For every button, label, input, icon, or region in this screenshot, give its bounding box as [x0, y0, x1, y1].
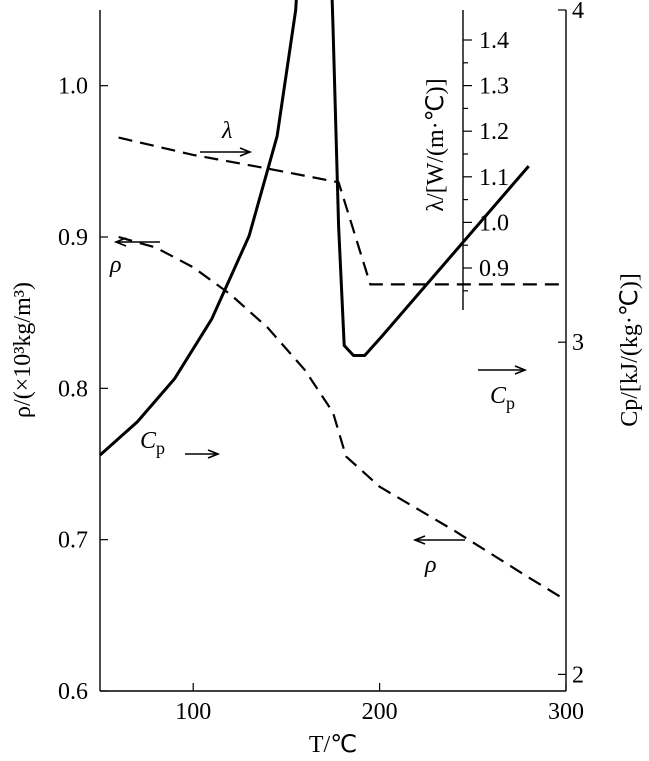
lambda-tick-label: 0.9	[479, 256, 509, 282]
rho-tick-label: 1.0	[58, 74, 88, 100]
annotation-4: ρ	[412, 535, 465, 578]
annotation-label: ρ	[424, 552, 437, 578]
annotations: λ ρ Cp Cp ρ	[109, 118, 528, 578]
rho-axis-label: ρ/(×10³kg/m³)	[10, 282, 36, 418]
rho-tick-label: 0.7	[58, 528, 88, 554]
rho-tick-label: 0.6	[58, 679, 88, 705]
annotation-arrowhead	[207, 449, 221, 459]
annotation-arrowhead	[239, 147, 253, 157]
annotation-label: Cp	[140, 428, 165, 458]
cp-tick-label: 3	[572, 330, 584, 356]
annotation-label: ρ	[109, 252, 122, 278]
annotation-label: Cp	[490, 383, 515, 413]
series-line-cp-1	[330, 0, 530, 357]
series-lines	[99, 0, 567, 602]
x-tick-label: 100	[175, 699, 211, 725]
annotation-1: ρ	[109, 237, 160, 278]
lambda-axis-label: λ/[W/(m·℃)]	[423, 78, 449, 211]
series-line-lambda-0	[118, 136, 566, 286]
lambda-tick-label: 1.3	[479, 74, 509, 100]
x-tick-label: 300	[548, 699, 584, 725]
axis-labels: T/℃ ρ/(×10³kg/m³) Cp/[kJ/(kg·℃)] λ/[W/(m·℃)…	[10, 78, 643, 758]
cp-axis-label: Cp/[kJ/(kg·℃)]	[617, 273, 643, 427]
lambda-tick-label: 1.4	[479, 28, 509, 54]
lambda-tick-label: 1.0	[479, 210, 509, 236]
series-line-cp-0	[99, 0, 298, 457]
axes: 100 200 300 0.6 0.7 0.8 0.9 1.0 2 3 4 0.9 1.0 1.1 1.2 1…	[58, 0, 584, 725]
lambda-tick-label: 1.1	[479, 165, 509, 191]
annotation-0: λ	[200, 118, 253, 157]
rho-tick-label: 0.9	[58, 225, 88, 251]
rho-tick-label: 0.8	[58, 376, 88, 402]
lambda-tick-label: 1.2	[479, 119, 509, 145]
annotation-arrowhead	[113, 237, 127, 247]
annotation-label: λ	[221, 118, 232, 144]
annotation-arrowhead	[514, 365, 528, 375]
cp-tick-label: 2	[572, 662, 584, 688]
series-line-rho-0	[118, 235, 567, 602]
x-axis-label: T/℃	[309, 732, 357, 758]
x-tick-label: 200	[362, 699, 398, 725]
annotation-2: Cp	[140, 428, 221, 459]
annotation-3: Cp	[478, 365, 528, 413]
cp-tick-label: 4	[572, 0, 584, 24]
annotation-arrowhead	[412, 535, 426, 545]
